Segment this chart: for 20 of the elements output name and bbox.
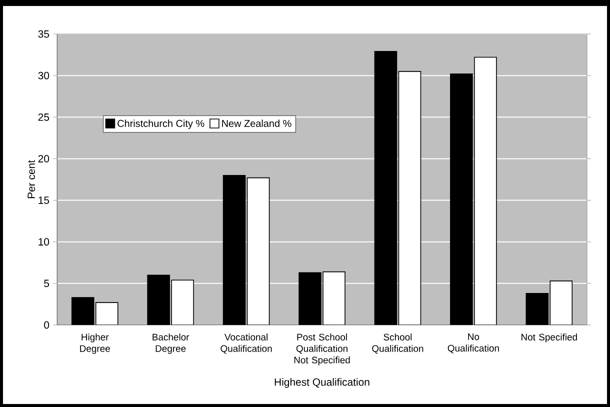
y-tick-label: 10	[38, 238, 50, 246]
x-tick-label: Vocational Qualification	[220, 334, 272, 354]
y-tick-label: 20	[38, 155, 50, 162]
x-tick-label: Not Specified	[522, 334, 577, 342]
legend-label: Christchurch City %	[118, 120, 204, 129]
x-tick-label: Post School Qualification Not Specified	[294, 334, 350, 366]
y-tick-label: 35	[38, 30, 50, 38]
y-tick-label: 25	[38, 113, 50, 121]
x-tick-label: School Qualification	[372, 334, 424, 354]
x-tick-label: Higher Degree	[80, 334, 110, 354]
x-axis-title: Highest Qualification	[274, 378, 370, 388]
y-tick-label: 15	[38, 196, 50, 204]
y-axis-title: Per cent	[28, 160, 36, 198]
x-tick-label: Bachelor Degree	[152, 334, 190, 354]
y-tick-label: 30	[38, 72, 50, 80]
legend-label: New Zealand %	[222, 120, 292, 127]
x-tick-label: No Qualification	[448, 334, 499, 354]
y-tick-label: 5	[44, 280, 50, 288]
bar	[95, 302, 118, 325]
y-tick-label: 0	[44, 321, 50, 329]
